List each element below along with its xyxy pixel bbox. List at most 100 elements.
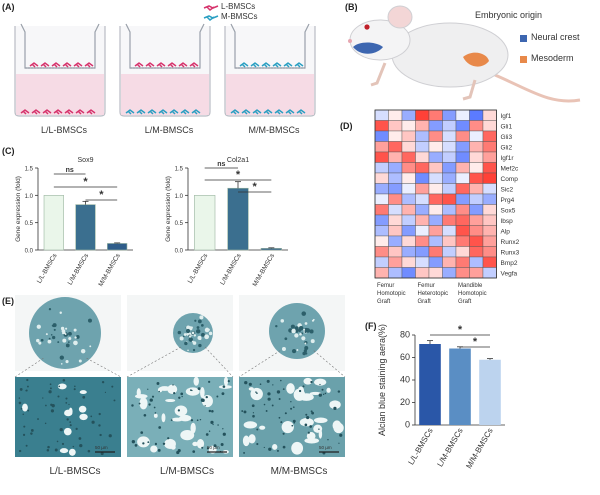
tissue-texture [194,319,197,322]
heatmap-cell [401,225,416,237]
cell-nucleus [47,445,50,449]
cell-nucleus [304,423,308,427]
tissue-texture [73,328,77,332]
lacuna [286,383,295,394]
tissue-texture [281,346,286,351]
cell-nucleus [79,443,83,448]
lacuna [185,387,200,396]
cell-nucleus [217,424,219,426]
cell-nucleus [42,397,44,399]
tissue-texture [179,336,184,341]
lacuna [314,378,327,386]
cell-nucleus [30,429,34,432]
cell-nucleus [267,392,271,396]
cell-nucleus [177,449,181,453]
heatmap-cell [401,183,416,195]
heatmap-cell [415,256,430,268]
tissue-texture [74,336,77,339]
tissue-texture [73,340,78,346]
cell-nucleus [113,399,116,402]
cell-nucleus [282,432,285,435]
bar-0 [194,195,216,251]
heatmap-cell [388,120,403,132]
mandible-highlight [353,42,383,54]
cell-nucleus [190,419,194,422]
cell-nucleus [27,385,29,388]
heatmap-cell [401,151,416,163]
bottom-cell [42,109,52,115]
cell-nucleus [154,442,158,446]
tissue-texture [280,319,285,323]
category-label-2: M/M-BMSCs [252,252,277,288]
heatmap-cell [428,172,443,184]
upper-cell [261,62,271,68]
heatmap-cell [442,162,457,174]
panel-label-c: (C) [2,146,15,156]
heatmap-cell [442,120,457,132]
cell-nucleus [208,380,211,383]
significance-label: ns [66,167,74,174]
heatmap-cell [442,235,457,247]
heatmap-cell [374,214,389,226]
heatmap-cell [428,162,443,174]
heatmap-cell [442,183,457,195]
mouse-tail [494,73,581,103]
upper-cell [134,62,144,68]
heatmap-cell [415,235,430,247]
cell-nucleus [131,439,136,444]
cell-nucleus [181,395,183,398]
lacuna [242,435,250,447]
heatmap-cell [401,235,416,247]
tissue-texture [87,318,92,323]
bottom-cell [274,109,284,115]
cell-nucleus [65,397,68,400]
tissue-texture [78,359,82,363]
lacuna [243,421,258,429]
cell-nucleus [292,406,295,408]
upper-cell [156,62,166,68]
cell-nucleus [18,401,22,405]
heatmap-cell [388,141,403,153]
category-label-0: L/L-BMSCs [36,252,59,285]
heatmap-cell [482,267,497,279]
cell-nucleus [158,426,162,429]
heatmap-cell [469,204,484,216]
cell-nucleus [147,441,150,444]
significance-label: ns [217,161,225,168]
cell-nucleus [54,448,58,452]
scale-bar-label: 50 µm [207,445,220,450]
tissue-texture [67,341,70,343]
bottom-cell [296,109,306,115]
heatmap-cell [415,225,430,237]
cell-nucleus [216,395,219,398]
mesoderm-label: Mesoderm [531,53,574,63]
cell-nucleus [259,383,262,386]
lacuna [134,394,148,399]
cell-nucleus [310,380,313,384]
cell-nucleus [180,392,184,396]
zoom-guide [86,357,122,378]
cell-nucleus [37,418,39,420]
lacuna [303,377,313,385]
tissue-texture [65,343,70,348]
bottom-cell [31,109,41,115]
well-label-mm: M/M-BMSCs [248,125,300,135]
tissue-texture [200,323,204,327]
cell-nucleus [149,398,153,402]
y-tick-label: 40 [400,375,410,385]
tissue-texture [48,337,51,340]
bottom-cell [169,109,179,115]
tissue-texture [195,329,201,334]
bottom-cell [136,109,146,115]
bottom-cell [191,109,201,115]
lacuna [333,422,344,434]
category-label-0: L/L-BMSCs [187,252,210,285]
significance-label: * [458,324,463,336]
heatmap-cell [388,109,403,121]
heatmap-row-label: Mef2c [501,166,519,173]
cell-nucleus [310,410,313,413]
cell-nucleus [196,419,199,422]
heatmap-cell [388,225,403,237]
cell-nucleus [256,428,259,431]
